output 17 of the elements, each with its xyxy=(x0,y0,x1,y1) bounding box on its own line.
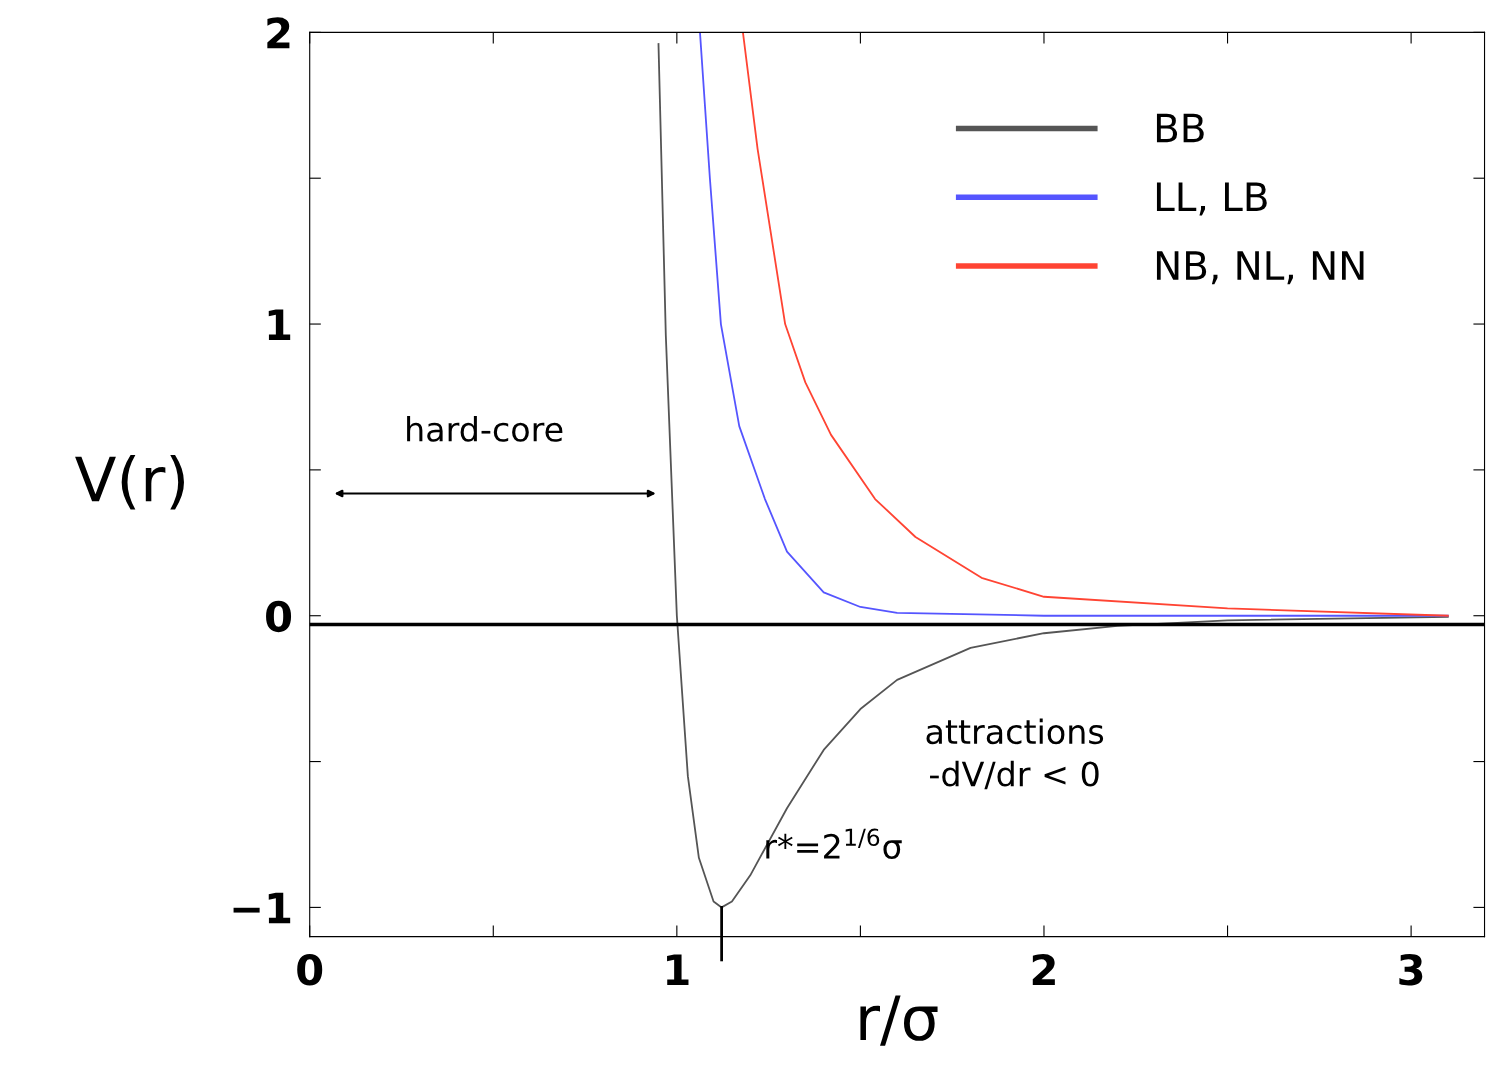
y-tick-label: 1 xyxy=(268,309,291,340)
x-tick-label: 1 xyxy=(667,954,689,985)
y-tick-label: 0 xyxy=(266,600,292,633)
y-tick-label: 2 xyxy=(267,17,290,49)
annotation: hard-core xyxy=(407,416,563,442)
y-axis-title: V(r) xyxy=(75,454,184,510)
x-tick-label: 2 xyxy=(1032,953,1055,985)
line-series xyxy=(657,43,1449,909)
legend-label: NB, NL, NN xyxy=(1156,251,1364,285)
x-tick-label: 3 xyxy=(1399,953,1423,986)
x-axis-title: r/σ xyxy=(860,995,938,1046)
annotation: r*=2$^{1/6}$σ xyxy=(766,828,902,860)
legend-label: LL, LB xyxy=(1156,182,1267,216)
annotation: attractions -dV/dr < 0 xyxy=(926,718,1104,790)
x-tick-label: 0 xyxy=(297,953,323,986)
legend-label: BB xyxy=(1156,113,1204,143)
y-tick-label: −1 xyxy=(233,892,291,924)
